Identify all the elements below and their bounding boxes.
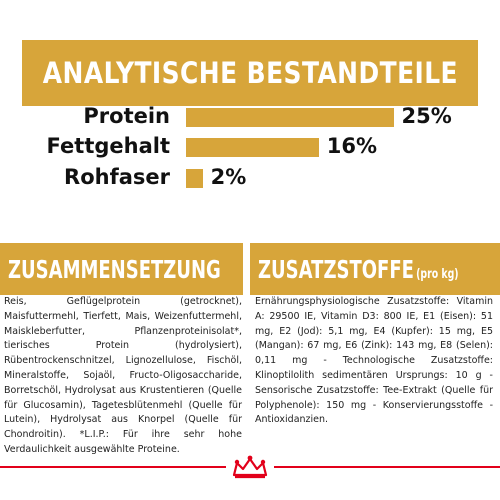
additives-subtitle: (pro kg) bbox=[416, 266, 459, 282]
composition-header: ZUSAMMENSETZUNG bbox=[0, 243, 243, 295]
crown-icon-graphic bbox=[232, 455, 268, 479]
composition-text: Reis, Geflügelprotein (getrocknet), Mais… bbox=[4, 296, 242, 455]
composition-title: ZUSAMMENSETZUNG bbox=[8, 254, 221, 284]
nutrient-label-protein: Protein bbox=[83, 104, 170, 128]
crown-icon bbox=[226, 452, 274, 482]
additives-title-group: ZUSATZSTOFFE (pro kg) bbox=[258, 255, 459, 284]
additives-text: Ernährungsphysiologische Zusatzstoffe: V… bbox=[255, 296, 493, 426]
analytical-header-bar: ANALYTISCHE BESTANDTEILE bbox=[22, 40, 478, 106]
nutrient-value-rohfaser: 2% bbox=[210, 165, 247, 189]
nutrient-value-fettgehalt: 16% bbox=[326, 134, 378, 158]
nutrient-bar-rohfaser bbox=[186, 169, 203, 188]
analytical-title: ANALYTISCHE BESTANDTEILE bbox=[42, 56, 458, 90]
additives-title: ZUSATZSTOFFE bbox=[258, 254, 414, 284]
nutrient-label-fettgehalt: Fettgehalt bbox=[46, 134, 170, 158]
nutrient-value-protein: 25% bbox=[401, 104, 452, 128]
nutrient-label-rohfaser: Rohfaser bbox=[64, 165, 170, 189]
additives-header: ZUSATZSTOFFE (pro kg) bbox=[250, 243, 500, 295]
nutrient-bar-fettgehalt bbox=[186, 138, 319, 157]
nutrient-bar-protein bbox=[186, 108, 394, 127]
